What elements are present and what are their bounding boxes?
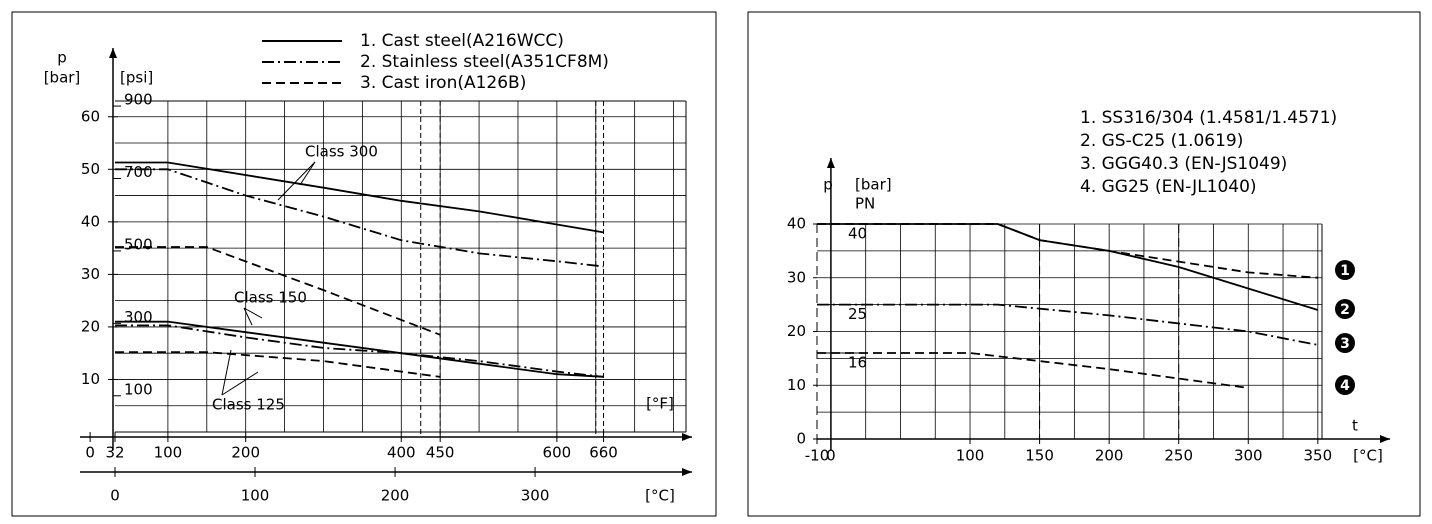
series-line: [817, 223, 1319, 311]
y2-tick-label: 700: [124, 163, 153, 181]
legend-label: 2. Stainless steel(A351CF8M): [360, 52, 609, 72]
x-tick-label: 300: [1234, 447, 1263, 465]
legend-label: 3. GGG40.3 (EN-JS1049): [1080, 154, 1287, 174]
axis-arrow: [682, 468, 692, 476]
leader-line: [221, 349, 232, 396]
y-tick-label: 10: [787, 376, 806, 394]
x2-tick-label: 0: [110, 487, 120, 505]
series-line: [115, 324, 604, 378]
x2-tick-label: 200: [381, 487, 410, 505]
leader-line: [243, 307, 253, 326]
x-tick-label: 0: [826, 447, 836, 465]
x-tick-label: 600: [543, 444, 572, 462]
y-tick-label: 10: [81, 370, 100, 388]
leader-line: [299, 161, 316, 186]
series-marker-label: 1: [1340, 263, 1350, 279]
legend-label: 4. GG25 (EN-JL1040): [1080, 177, 1257, 197]
x-tick-label: 250: [1164, 447, 1193, 465]
leader-line: [277, 161, 316, 201]
axis-arrow: [682, 433, 692, 441]
x-axis-unit: [°C]: [1353, 447, 1383, 465]
series-line: [115, 351, 441, 378]
y-tick-label: 60: [81, 107, 100, 125]
series-marker: [1335, 333, 1355, 353]
legend-label: 1. Cast steel(A216WCC): [360, 31, 564, 51]
series-marker: [1335, 375, 1355, 395]
x-tick-label: 150: [1025, 447, 1054, 465]
y2-axis-unit: [psi]: [120, 69, 153, 87]
y2-tick-label: 300: [124, 308, 153, 326]
series-marker: [1335, 260, 1355, 280]
series-marker-label: 4: [1340, 378, 1350, 394]
leader-line: [243, 307, 263, 319]
series-line: [115, 246, 441, 336]
legend-label: 3. Cast iron(A126B): [360, 73, 526, 93]
y-tick-label: 30: [787, 268, 806, 286]
y-tick-label: 50: [81, 160, 100, 178]
y-tick-label: 0: [796, 430, 806, 448]
series-line: [115, 161, 604, 234]
x-axis-label: t: [1352, 417, 1358, 435]
x-tick-label: 200: [1095, 447, 1124, 465]
panel-frame: [747, 11, 1421, 517]
y-axis-label: p: [823, 176, 833, 194]
x-tick-label: 200: [231, 444, 260, 462]
x-tick-label: 350: [1304, 447, 1333, 465]
series-marker: [1335, 299, 1355, 319]
axis-arrow: [1380, 435, 1390, 443]
axis-arrow: [826, 158, 835, 168]
annotation: Class 300: [305, 143, 378, 161]
y2-tick-label: 900: [124, 91, 153, 109]
y-tick-label: 40: [81, 212, 100, 230]
x2-tick-label: 300: [521, 487, 550, 505]
legend-label: 2. GS-C25 (1.0619): [1080, 131, 1243, 151]
x-axis-unit: [°F]: [646, 395, 674, 413]
x2-axis-unit: [°C]: [645, 487, 675, 505]
pn-tick-label: 16: [848, 354, 867, 372]
series-line: [115, 168, 604, 268]
y-axis-unit2: PN: [855, 195, 875, 213]
annotation: Class 150: [234, 289, 307, 307]
x-tick-label: 32: [105, 444, 124, 462]
pn-tick-label: 25: [848, 305, 867, 323]
x-tick-label: 400: [387, 444, 416, 462]
y2-tick-label: 500: [124, 235, 153, 253]
y-tick-label: 20: [81, 317, 100, 335]
y-tick-label: 30: [81, 265, 100, 283]
y-tick-label: 40: [787, 215, 806, 233]
axis-arrow: [109, 48, 117, 58]
series-line: [817, 303, 1319, 346]
series-marker-label: 2: [1340, 302, 1350, 318]
y-axis-unit: [bar]: [855, 176, 892, 194]
y-axis-unit: [bar]: [44, 69, 81, 87]
x-tick-label: 100: [154, 444, 183, 462]
annotation: Class 125: [212, 396, 285, 414]
y-tick-label: 20: [787, 322, 806, 340]
x-tick-label: 450: [426, 444, 455, 462]
x-tick-label: 100: [956, 447, 985, 465]
pn-tick-label: 40: [848, 225, 867, 243]
panel-frame: [11, 11, 717, 517]
legend-label: 1. SS316/304 (1.4581/1.4571): [1080, 108, 1337, 128]
x2-tick-label: 100: [241, 487, 270, 505]
x-tick-label: 660: [589, 444, 618, 462]
leader-line: [221, 371, 259, 396]
y2-tick-label: 100: [124, 380, 153, 398]
x-tick-label: 0: [85, 444, 95, 462]
series-line: [817, 352, 1249, 389]
series-marker-label: 3: [1340, 336, 1350, 352]
y-axis-label: p: [57, 49, 67, 67]
x-tick-label: -10: [805, 447, 830, 465]
series-line: [115, 320, 604, 378]
